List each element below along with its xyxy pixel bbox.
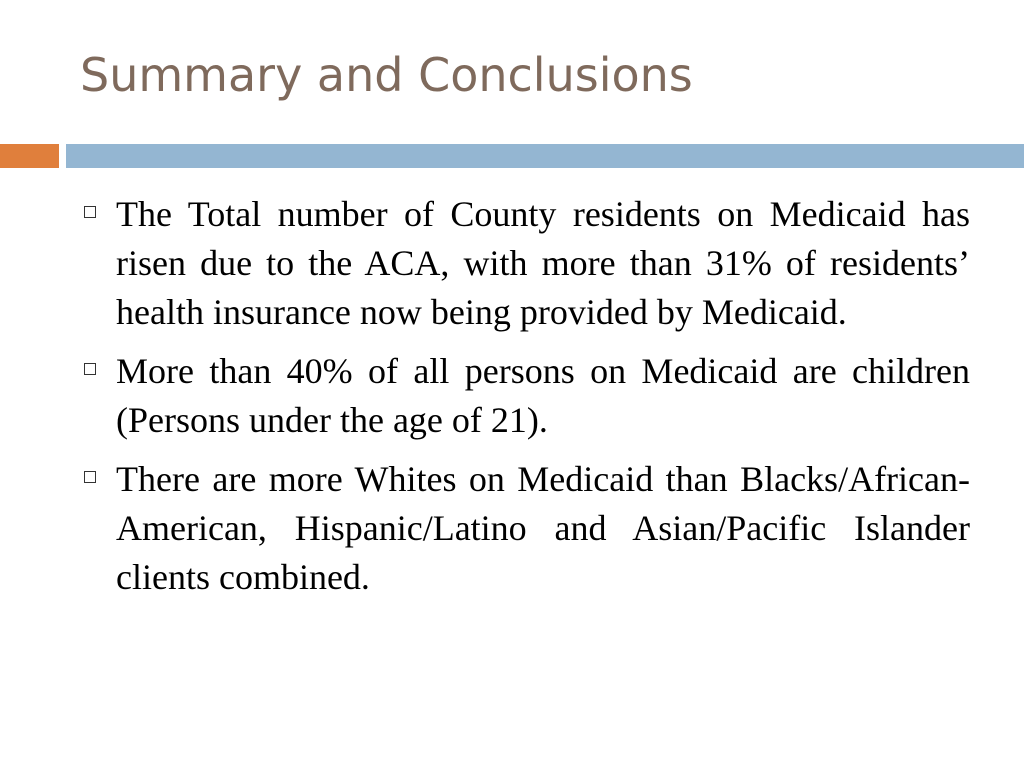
square-bullet-icon xyxy=(84,363,96,375)
bullet-item: More than 40% of all persons on Medicaid… xyxy=(80,347,970,445)
bullet-item: There are more Whites on Medicaid than B… xyxy=(80,455,970,602)
bullet-list: The Total number of County residents on … xyxy=(80,190,970,612)
square-bullet-icon xyxy=(84,206,96,218)
bullet-text: The Total number of County residents on … xyxy=(116,194,970,332)
title-accent-bar xyxy=(0,144,59,168)
bullet-item: The Total number of County residents on … xyxy=(80,190,970,337)
square-bullet-icon xyxy=(84,471,96,483)
title-divider-bar xyxy=(66,144,1024,168)
slide-title: Summary and Conclusions xyxy=(80,48,693,102)
bullet-text: There are more Whites on Medicaid than B… xyxy=(116,459,970,597)
bullet-text: More than 40% of all persons on Medicaid… xyxy=(116,351,970,440)
